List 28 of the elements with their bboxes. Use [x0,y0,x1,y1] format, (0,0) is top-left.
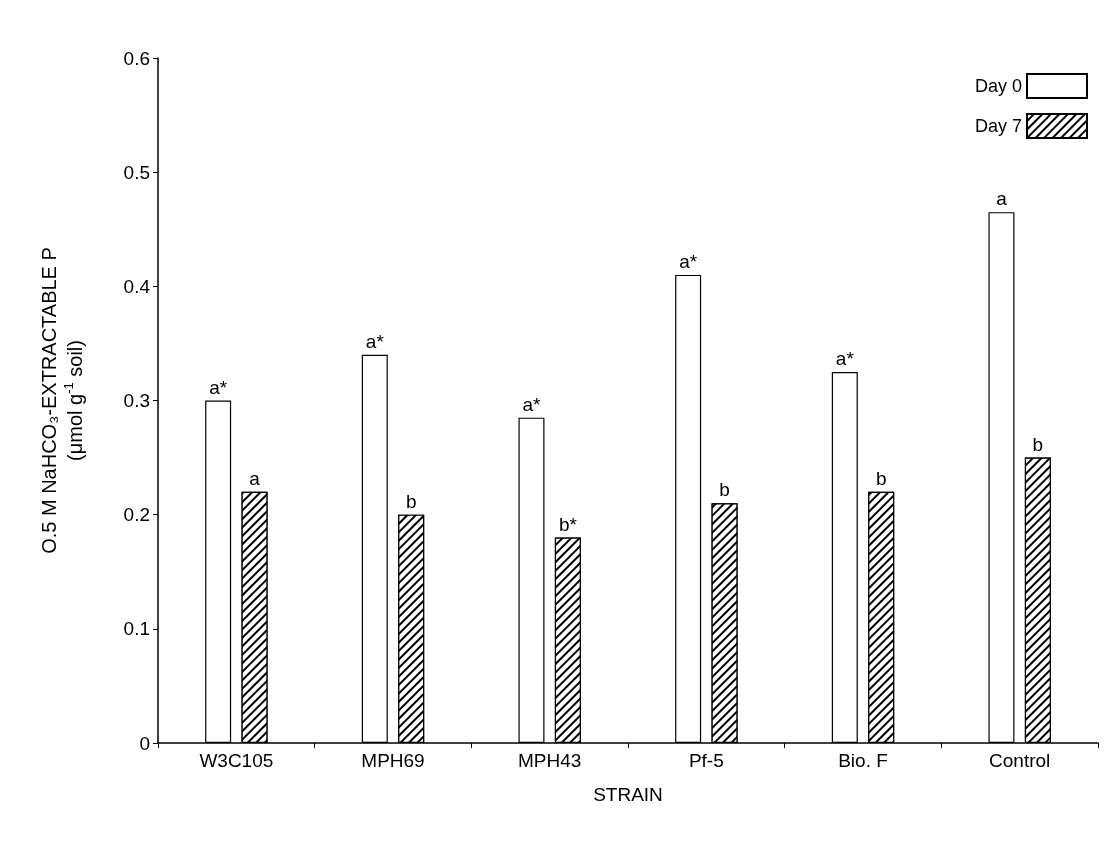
data-label: b* [558,513,578,535]
x-tick-label: Control [989,750,1051,771]
data-label: b [719,479,730,501]
data-label: a [996,188,1008,210]
legend-label: Day 0 [974,76,1022,96]
data-label: b [1032,433,1044,455]
x-axis-title: STRAIN [593,784,663,805]
y-tick-label: 0.2 [123,504,150,526]
data-label: a* [209,376,228,398]
legend-label: Day 7 [974,116,1022,136]
y-tick-label: 0.6 [123,47,150,69]
y-tick-label: 0 [139,732,150,754]
y-tick-label: 0.4 [123,275,151,297]
y-tick-label: 0.3 [123,390,150,411]
data-label: a [249,467,261,489]
x-tick-label: Pf-5 [688,750,724,771]
data-label: b [405,490,417,512]
y-tick-label: 0.1 [123,618,150,640]
y-tick-label: 0.5 [123,161,150,183]
data-label: a* [522,393,542,415]
x-tick-label: W3C105 [199,750,274,771]
x-tick-label: MPH69 [361,750,425,771]
x-tick-label: Bio. F [838,750,888,771]
data-label: a* [679,250,698,272]
data-label: a* [365,330,385,352]
data-label: a* [835,347,855,369]
data-label: b [875,467,887,489]
x-tick-label: MPH43 [517,750,582,771]
